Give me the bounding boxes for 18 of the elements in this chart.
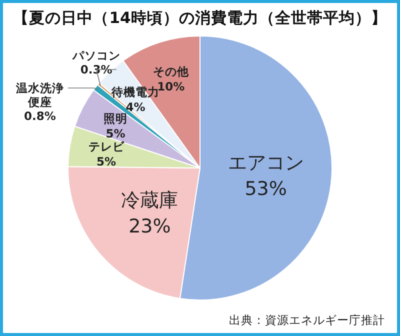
- slice-label: パソコン: [71, 48, 120, 63]
- slice-label: 照明: [104, 111, 128, 126]
- data-label: 4%: [126, 100, 146, 114]
- data-label: 23%: [128, 216, 171, 238]
- data-label: 0.8%: [24, 109, 56, 123]
- source-note: 出典：資源エネルギー庁推計: [229, 313, 385, 327]
- slice-label: その他: [152, 64, 190, 79]
- data-label: 5%: [106, 126, 126, 140]
- slice-label: エアコン: [228, 152, 304, 174]
- chart-title: 【夏の日中（14時頃）の消費電力（全世帯平均）】: [13, 9, 387, 27]
- data-label: 10%: [157, 80, 186, 94]
- slice-label: 温水洗浄便座: [15, 81, 64, 109]
- data-label: 0.3%: [80, 62, 113, 77]
- slice-label: 冷蔵庫: [121, 190, 178, 212]
- slice-label: テレビ: [88, 139, 126, 154]
- data-label: 53%: [244, 178, 287, 200]
- slice-label: 待機電力: [110, 85, 160, 100]
- data-label: 5%: [96, 154, 117, 168]
